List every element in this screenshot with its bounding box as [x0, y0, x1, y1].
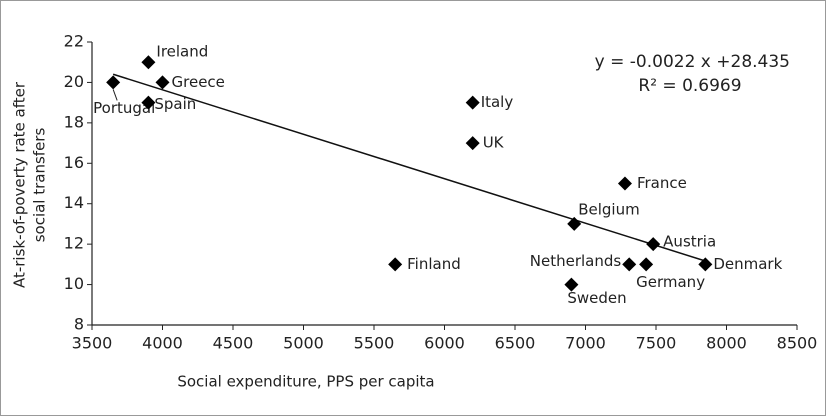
- point: [622, 257, 637, 272]
- data-label: France: [637, 174, 687, 192]
- point: [106, 75, 121, 90]
- point: [564, 277, 579, 292]
- x-tick-label: 5000: [283, 334, 324, 353]
- trend-line: [112, 73, 706, 262]
- data-label: Belgium: [578, 200, 640, 218]
- data-label: Finland: [407, 255, 461, 273]
- data-label: Greece: [172, 73, 225, 91]
- x-tick-label: 7500: [636, 334, 677, 353]
- x-tick-label: 7000: [565, 334, 606, 353]
- x-tick-label: 6000: [424, 334, 465, 353]
- y-tick-label: 14: [64, 193, 84, 212]
- point: [465, 95, 480, 110]
- x-tick-label: 4000: [142, 334, 183, 353]
- data-label: Denmark: [713, 255, 782, 273]
- data-label: Spain: [154, 95, 196, 113]
- point: [388, 257, 403, 272]
- y-tick-label: 20: [64, 72, 84, 91]
- y-tick-label: 22: [64, 32, 84, 51]
- y-tick-label: 8: [74, 315, 84, 334]
- trend-equation: y = -0.0022 x +28.435: [595, 52, 790, 72]
- trend-r2: R² = 0.6969: [638, 76, 741, 96]
- point: [646, 237, 661, 252]
- data-label: Ireland: [156, 43, 208, 61]
- y-axis-title: At-risk-of-poverty rate after: [11, 81, 29, 288]
- y-tick-label: 12: [64, 234, 84, 253]
- leader-line: [112, 89, 118, 101]
- y-tick-label: 10: [64, 274, 84, 293]
- data-label: Netherlands: [530, 252, 622, 270]
- point: [141, 95, 156, 110]
- x-tick-label: 8500: [777, 334, 818, 353]
- x-tick-label: 4500: [213, 334, 254, 353]
- y-axis-title: social transfers: [31, 128, 49, 243]
- point: [141, 55, 156, 70]
- y-tick-label: 18: [64, 112, 84, 131]
- x-tick-label: 5500: [354, 334, 395, 353]
- point: [617, 176, 632, 191]
- data-label: Italy: [481, 93, 514, 111]
- y-tick-label: 16: [64, 153, 84, 172]
- data-label: Austria: [663, 233, 716, 251]
- point: [567, 216, 582, 231]
- point: [639, 257, 654, 272]
- point: [698, 257, 713, 272]
- data-label: Portugal: [93, 99, 155, 117]
- data-label: UK: [483, 134, 505, 152]
- point: [155, 75, 170, 90]
- x-tick-label: 8000: [706, 334, 747, 353]
- data-label: Germany: [636, 273, 705, 291]
- point: [465, 136, 480, 151]
- x-tick-label: 3500: [72, 334, 113, 353]
- x-axis-title: Social expenditure, PPS per capita: [177, 373, 434, 391]
- data-label: Sweden: [567, 289, 626, 307]
- x-tick-label: 6500: [495, 334, 536, 353]
